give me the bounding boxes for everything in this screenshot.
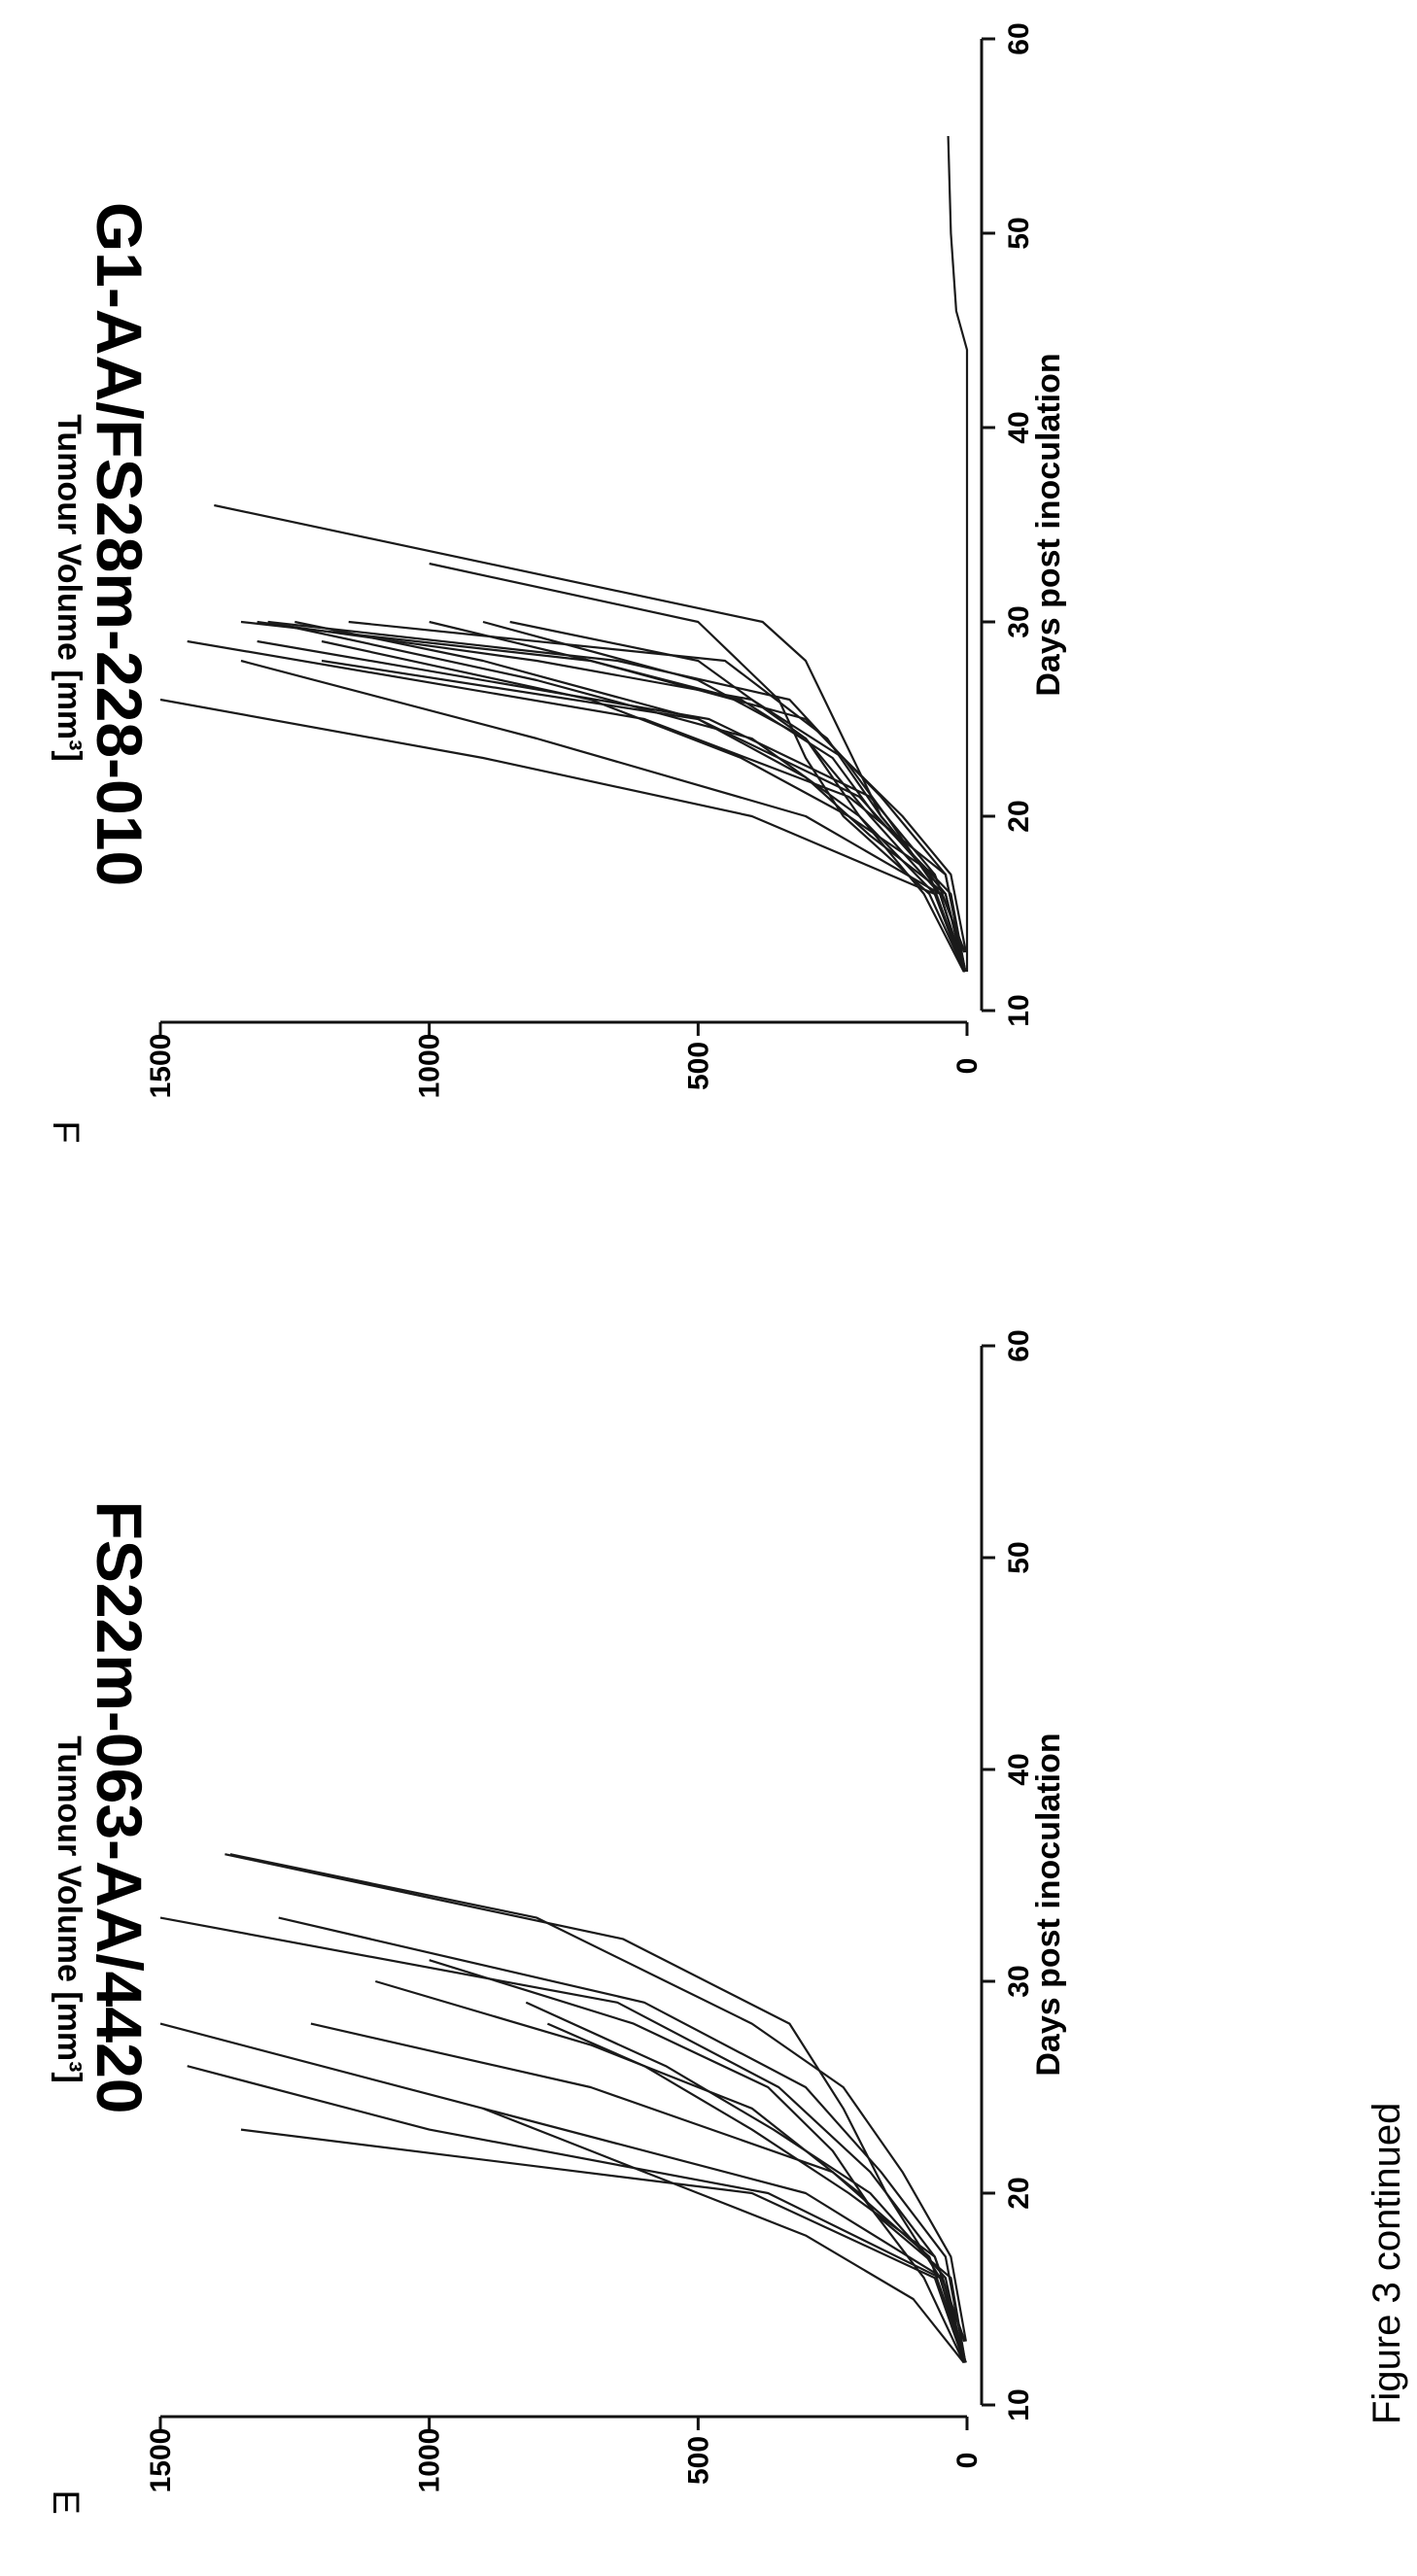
series-line-f — [257, 620, 967, 953]
y-axis-label-f: Tumour Volume [mm³] — [51, 414, 87, 762]
chart-title-f: G1-AA/FS28m-228-010 — [84, 202, 156, 886]
series-line-e — [187, 2065, 967, 2363]
x-axis-label-e: Days post inoculation — [1030, 1733, 1067, 2076]
series-line-e — [229, 1853, 967, 2342]
x-tick-label-f: 20 — [1003, 800, 1035, 832]
series-line-f — [321, 659, 966, 973]
x-tick-label-e: 50 — [1003, 1541, 1035, 1573]
x-tick-label-e: 10 — [1003, 2388, 1035, 2421]
x-tick-label-e: 40 — [1003, 1753, 1035, 1785]
chart-title-e: FS22m-063-AA/4420 — [84, 1501, 156, 2114]
panel-letter-e: E — [45, 2490, 86, 2514]
series-line-f — [214, 503, 967, 973]
x-tick-label-e: 20 — [1003, 2177, 1035, 2209]
series-line-e — [225, 1853, 966, 2363]
x-tick-label-e: 60 — [1003, 1329, 1035, 1361]
series-line-f — [482, 620, 966, 973]
panel-letter-f: F — [45, 1120, 86, 1143]
x-axis-label-f: Days post inoculation — [1030, 353, 1067, 696]
y-tick-label-f: 1500 — [145, 1034, 177, 1099]
series-line-f — [240, 620, 967, 973]
series-line-e — [546, 2022, 966, 2342]
series-line-e — [429, 1959, 967, 2363]
series-line-e — [159, 2022, 966, 2363]
y-tick-label-e: 1000 — [414, 2428, 446, 2493]
series-line-e — [240, 2128, 966, 2363]
chart-panel-f: 10 20 30 40 50 60 0 500 1000 1500 G1-AA/FS28m-228-… — [45, 22, 1067, 1143]
series-line-e — [310, 2022, 967, 2363]
y-tick-label-f: 500 — [682, 1042, 714, 1090]
series-line-f — [429, 620, 967, 973]
x-tick-label-f: 40 — [1003, 411, 1035, 443]
y-tick-label-f: 0 — [951, 1058, 984, 1075]
x-tick-label-e: 30 — [1003, 1965, 1035, 1997]
y-tick-label-f: 1000 — [414, 1034, 446, 1099]
y-tick-label-e: 0 — [951, 2453, 984, 2469]
x-tick-label-f: 50 — [1003, 217, 1035, 249]
series-line-f — [240, 659, 966, 973]
series-line-e — [278, 1916, 967, 2363]
series-line-f — [429, 562, 966, 973]
y-tick-label-e: 500 — [682, 2436, 714, 2485]
series-line-f — [294, 620, 966, 973]
x-tick-label-f: 10 — [1003, 994, 1035, 1026]
figure-caption: Figure 3 continued — [1365, 2103, 1408, 2424]
chart-panel-e: 10 20 30 40 50 60 0 500 1000 1500 FS22m-063-AA/442… — [45, 1329, 1067, 2514]
series-line-f — [348, 620, 967, 973]
x-tick-label-f: 30 — [1003, 605, 1035, 637]
series-line-e — [482, 2107, 965, 2364]
y-axis-label-e: Tumour Volume [mm³] — [51, 1735, 87, 2083]
series-line-e — [525, 2001, 966, 2363]
x-tick-label-f: 60 — [1003, 22, 1035, 54]
series-line-f — [947, 135, 969, 972]
y-tick-label-e: 1500 — [145, 2428, 177, 2493]
